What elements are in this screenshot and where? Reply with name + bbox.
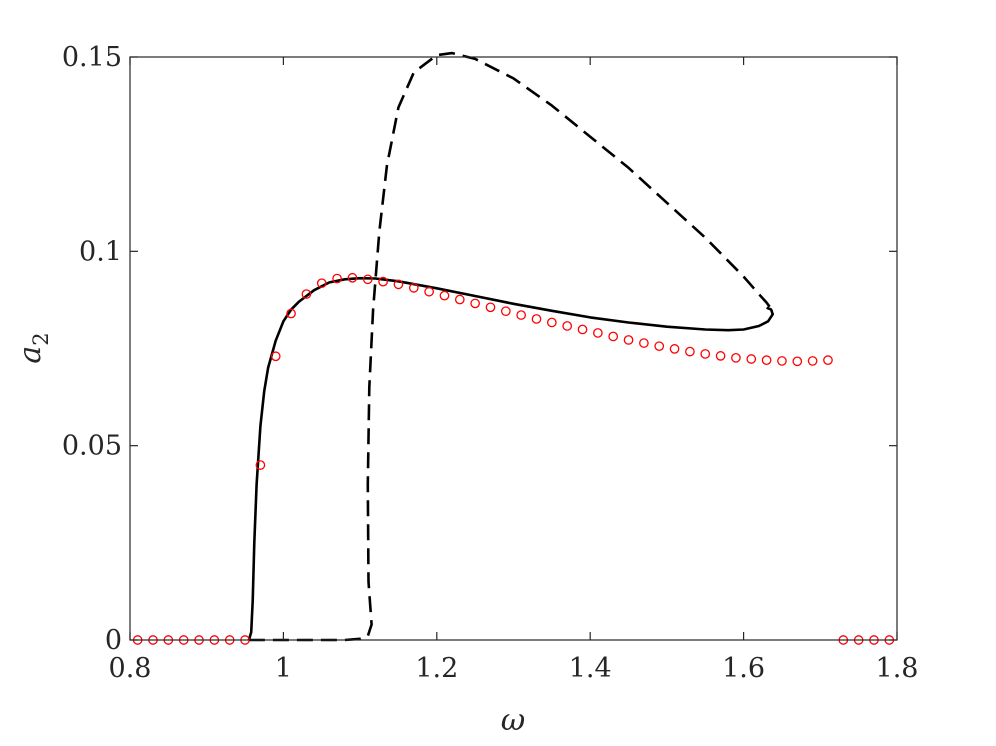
x-tick-label: 1 <box>275 653 292 684</box>
series-line-dashed <box>248 51 774 642</box>
data-point <box>270 351 281 362</box>
data-point <box>546 317 557 328</box>
data-point <box>301 289 312 299</box>
data-point <box>685 346 695 357</box>
y-axis-label-main: a <box>13 346 48 364</box>
data-point <box>823 355 833 366</box>
y-tick-label: 0.1 <box>79 236 122 267</box>
x-tick-label: 1.8 <box>876 653 919 684</box>
data-point <box>516 310 527 320</box>
data-point <box>424 286 434 297</box>
data-point <box>700 349 711 359</box>
x-tick-label: 1.6 <box>722 653 765 684</box>
y-axis-label: a2 <box>13 332 53 363</box>
y-tick-label: 0.05 <box>62 431 122 462</box>
x-tick-label: 1.4 <box>569 653 612 684</box>
y-tick-label: 0.15 <box>62 42 122 73</box>
y-tick-label: 0 <box>105 625 122 656</box>
ticks-layer: 0.8 1 1.2 1.4 1.6 1.8 0 0.05 0.1 0.15 <box>62 42 919 684</box>
data-point <box>439 290 450 301</box>
y-axis-label-subscript: 2 <box>29 332 53 345</box>
data-point <box>669 344 680 354</box>
data-point <box>347 272 358 283</box>
data-point <box>715 351 726 361</box>
data-point <box>577 324 588 335</box>
x-tick-label: 0.8 <box>109 653 152 684</box>
data-point <box>454 294 465 305</box>
axes-box <box>129 56 898 641</box>
data-point <box>378 276 388 287</box>
data-point <box>362 274 373 285</box>
data-point <box>286 308 296 319</box>
x-tick-label: 1.2 <box>415 653 458 684</box>
data-point <box>608 331 619 342</box>
plot-area <box>130 57 897 640</box>
svg-text:a2: a2 <box>13 332 53 363</box>
x-axis-label: ω <box>501 703 525 738</box>
data-point <box>470 298 480 309</box>
data-point <box>654 341 665 352</box>
data-point <box>807 356 818 366</box>
data-point <box>639 338 649 348</box>
data-point <box>332 273 342 284</box>
data-point <box>485 302 496 313</box>
data-point <box>393 279 404 290</box>
data-point <box>316 278 327 289</box>
data-point <box>531 314 542 324</box>
data-point <box>255 460 266 470</box>
data-point <box>408 283 419 293</box>
series-line-solid <box>247 276 774 641</box>
data-point <box>500 306 511 317</box>
data-point <box>562 321 573 331</box>
data-point <box>623 335 634 345</box>
data-point <box>746 354 757 364</box>
data-point <box>777 356 787 366</box>
data-point <box>593 328 603 338</box>
data-point <box>731 352 741 363</box>
data-point <box>761 355 772 366</box>
data-point <box>792 356 803 367</box>
